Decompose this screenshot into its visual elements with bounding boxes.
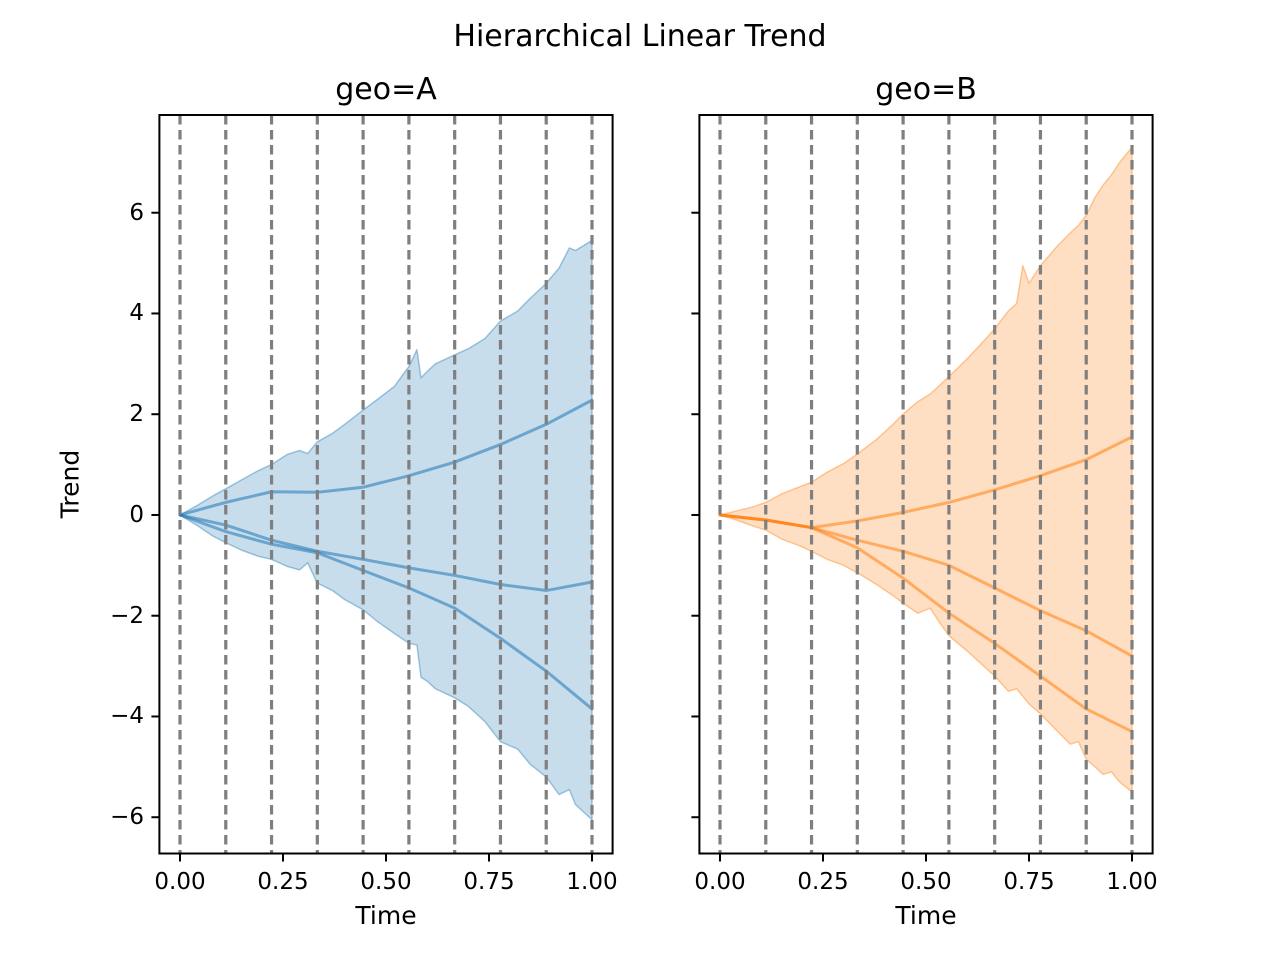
x-tick-label: 0.00: [154, 869, 206, 895]
y-tick-label: 2: [129, 401, 144, 428]
x-axis-label-geo-a: Time: [355, 901, 417, 930]
y-tick-label: −6: [110, 804, 144, 831]
y-tick-label: 0: [129, 501, 144, 528]
uncertainty-band: [179, 239, 593, 821]
trend-line-sample-down: [718, 513, 1134, 734]
x-tick-label: 0.75: [463, 869, 515, 895]
y-tick-label: −2: [110, 602, 144, 629]
x-tick-label: 0.50: [900, 869, 952, 895]
subplot-geo-b: [691, 114, 1154, 862]
trend-line-sample-mid: [178, 513, 594, 593]
x-tick-label: 0.75: [1003, 869, 1055, 895]
subplot-geo-a: [151, 114, 614, 862]
x-tick-label: 0.25: [797, 869, 849, 895]
uncertainty-band: [719, 146, 1133, 793]
y-tick-label: 4: [129, 300, 144, 327]
subplot-title-geo-b: geo=B: [875, 72, 977, 107]
figure-title: Hierarchical Linear Trend: [453, 19, 827, 54]
trend-line-sample-down: [178, 513, 594, 711]
trend-line-sample-up: [178, 398, 594, 517]
x-axis-label-geo-b: Time: [895, 901, 957, 930]
x-tick-label: 0.25: [257, 869, 309, 895]
y-tick-label: −4: [110, 703, 144, 730]
x-tick-label: 0.50: [360, 869, 412, 895]
x-tick-label: 1.00: [1106, 869, 1158, 895]
y-tick-label: 6: [129, 199, 144, 226]
subplot-title-geo-a: geo=A: [335, 72, 437, 107]
x-tick-label: 1.00: [566, 869, 618, 895]
x-tick-label: 0.00: [694, 869, 746, 895]
